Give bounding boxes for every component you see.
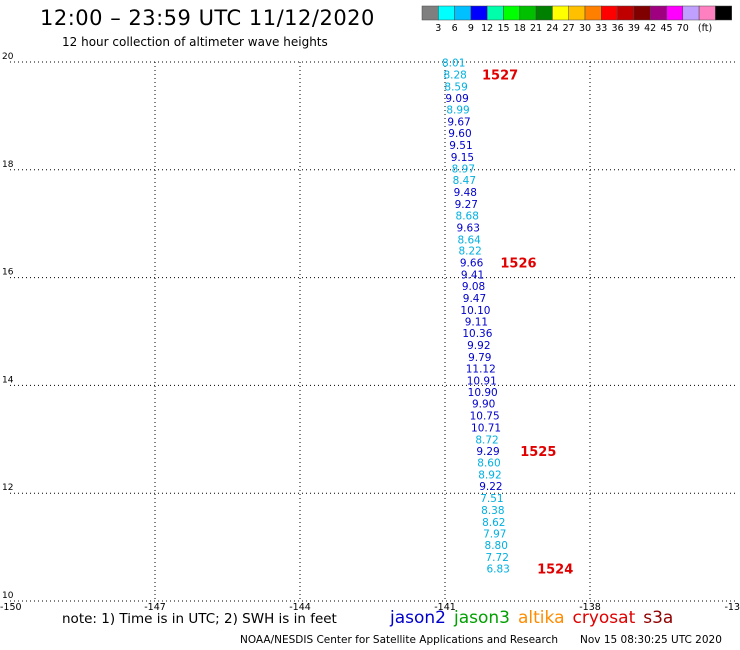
wave-height-value: 6.83 [486, 564, 509, 576]
wave-height-value: 8.22 [458, 246, 481, 258]
wave-height-value: 10.75 [470, 411, 500, 423]
wave-height-value: 10.36 [462, 328, 492, 340]
x-tick-label: -141 [434, 602, 456, 613]
wave-height-value: 8.47 [453, 175, 476, 187]
satellite-legend-item: s3a [643, 608, 674, 628]
pass-annotations: 1527 1526 1525 1524 [482, 68, 573, 577]
x-tick-label: -144 [289, 602, 311, 613]
y-tick-label: 16 [2, 268, 14, 278]
wave-height-value: 8.38 [481, 505, 504, 517]
satellite-legend: jason2 jason3 altika cryosat s3a [390, 608, 681, 628]
wave-height-value: 8.68 [456, 211, 479, 223]
colorbar-label: 30 [579, 23, 591, 34]
wave-height-value: 10.71 [471, 422, 501, 434]
y-tick-label: 10 [2, 591, 14, 601]
wave-height-value: 9.79 [468, 352, 491, 364]
wave-height-value: 9.92 [467, 340, 490, 352]
colorbar-label: 24 [546, 23, 558, 34]
wave-height-value: 9.22 [479, 481, 502, 493]
y-tick-label: 14 [2, 375, 14, 385]
grid-lines [10, 61, 735, 602]
colorbar-label: 9 [468, 23, 474, 34]
colorbar-label: (ft) [698, 23, 712, 34]
wave-height-value: 10.90 [468, 387, 498, 399]
chart-title: 12:00 – 23:59 UTC 11/12/2020 [40, 6, 375, 30]
colorbar-label: 39 [628, 23, 640, 34]
wave-height-value: 9.51 [449, 140, 472, 152]
pass-number-label: 1526 [500, 257, 536, 272]
satellite-legend-item: jason3 [454, 608, 510, 628]
colorbar-label: 70 [677, 23, 689, 34]
wave-height-value: 8.01 [442, 58, 465, 70]
colorbar-swatch [715, 5, 732, 21]
x-tick-label: -138 [579, 602, 601, 613]
wave-height-values: 8.018.288.599.098.999.679.609.519.158.97… [442, 58, 510, 576]
colorbar-label: 15 [497, 23, 509, 34]
wave-height-value: 8.60 [477, 457, 500, 469]
wave-height-value: 9.41 [461, 269, 484, 281]
pass-number-label: 1527 [482, 68, 518, 83]
colorbar-label: 33 [595, 23, 607, 34]
footer-note: note: 1) Time is in UTC; 2) SWH is in fe… [62, 611, 337, 627]
satellite-legend-item: cryosat [572, 608, 636, 628]
credit-line: NOAA/NESDIS Center for Satellite Applica… [240, 634, 558, 646]
generation-timestamp: Nov 15 08:30:25 UTC 2020 [580, 634, 722, 646]
wave-height-value: 8.80 [485, 540, 508, 552]
wave-height-value: 8.97 [452, 164, 475, 176]
wave-height-value: 8.28 [443, 69, 466, 81]
axis-ticks: 20 18 16 14 12 10-150 -147 -144 -141 -138 -13 [0, 52, 740, 613]
wave-height-value: 10.10 [460, 305, 490, 317]
x-tick-label: -147 [144, 602, 166, 613]
colorbar-label: 21 [530, 23, 542, 34]
wave-height-value: 8.99 [446, 104, 469, 116]
wave-height-value: 9.60 [448, 128, 471, 140]
wave-height-value: 8.62 [482, 517, 505, 529]
pass-number-label: 1525 [520, 445, 556, 460]
y-tick-label: 12 [2, 483, 13, 493]
satellite-legend-item: jason2 [390, 608, 446, 628]
colorbar-label: 12 [481, 23, 493, 34]
colorbar-label: 3 [435, 23, 441, 34]
wave-height-value: 7.97 [483, 529, 506, 541]
wave-height-value: 9.27 [455, 199, 478, 211]
wave-height-value: 11.12 [466, 364, 496, 376]
wave-height-value: 8.92 [478, 469, 501, 481]
color-scale-legend: 3 6 9 12 15 18 21 24 27 30 33 36 39 42 45 70 (ft) [421, 5, 732, 34]
wave-height-value: 9.09 [445, 93, 468, 105]
chart-subtitle: 12 hour collection of altimeter wave hei… [62, 35, 328, 49]
x-tick-label: -13 [724, 602, 740, 613]
wave-height-value: 9.29 [476, 446, 499, 458]
wave-height-value: 7.72 [486, 552, 509, 564]
colorbar-label: 42 [644, 23, 656, 34]
wave-height-value: 9.11 [465, 316, 488, 328]
wave-height-value: 8.64 [457, 234, 481, 246]
wave-height-value: 8.72 [475, 434, 498, 446]
satellite-legend-item: altika [518, 608, 565, 628]
y-tick-label: 20 [2, 52, 14, 62]
colorbar-label: 27 [563, 23, 575, 34]
wave-height-value: 9.48 [454, 187, 477, 199]
wave-height-value: 9.15 [451, 152, 474, 164]
x-tick-label: -150 [0, 602, 22, 613]
wave-height-value: 10.91 [467, 376, 497, 388]
wave-height-value: 9.66 [460, 258, 484, 270]
pass-number-label: 1524 [537, 563, 573, 578]
wave-height-value: 8.59 [444, 81, 467, 93]
wave-height-value: 9.90 [472, 399, 495, 411]
wave-height-value: 9.08 [462, 281, 485, 293]
wave-height-value: 9.63 [457, 222, 480, 234]
wave-height-value: 9.67 [447, 116, 470, 128]
wave-height-value: 7.51 [480, 493, 503, 505]
colorbar-label: 45 [660, 23, 672, 34]
y-tick-label: 18 [2, 160, 14, 170]
colorbar-label: 6 [452, 23, 458, 34]
colorbar-label: 18 [514, 23, 526, 34]
wave-height-value: 9.47 [463, 293, 486, 305]
colorbar-label: 36 [612, 23, 624, 34]
